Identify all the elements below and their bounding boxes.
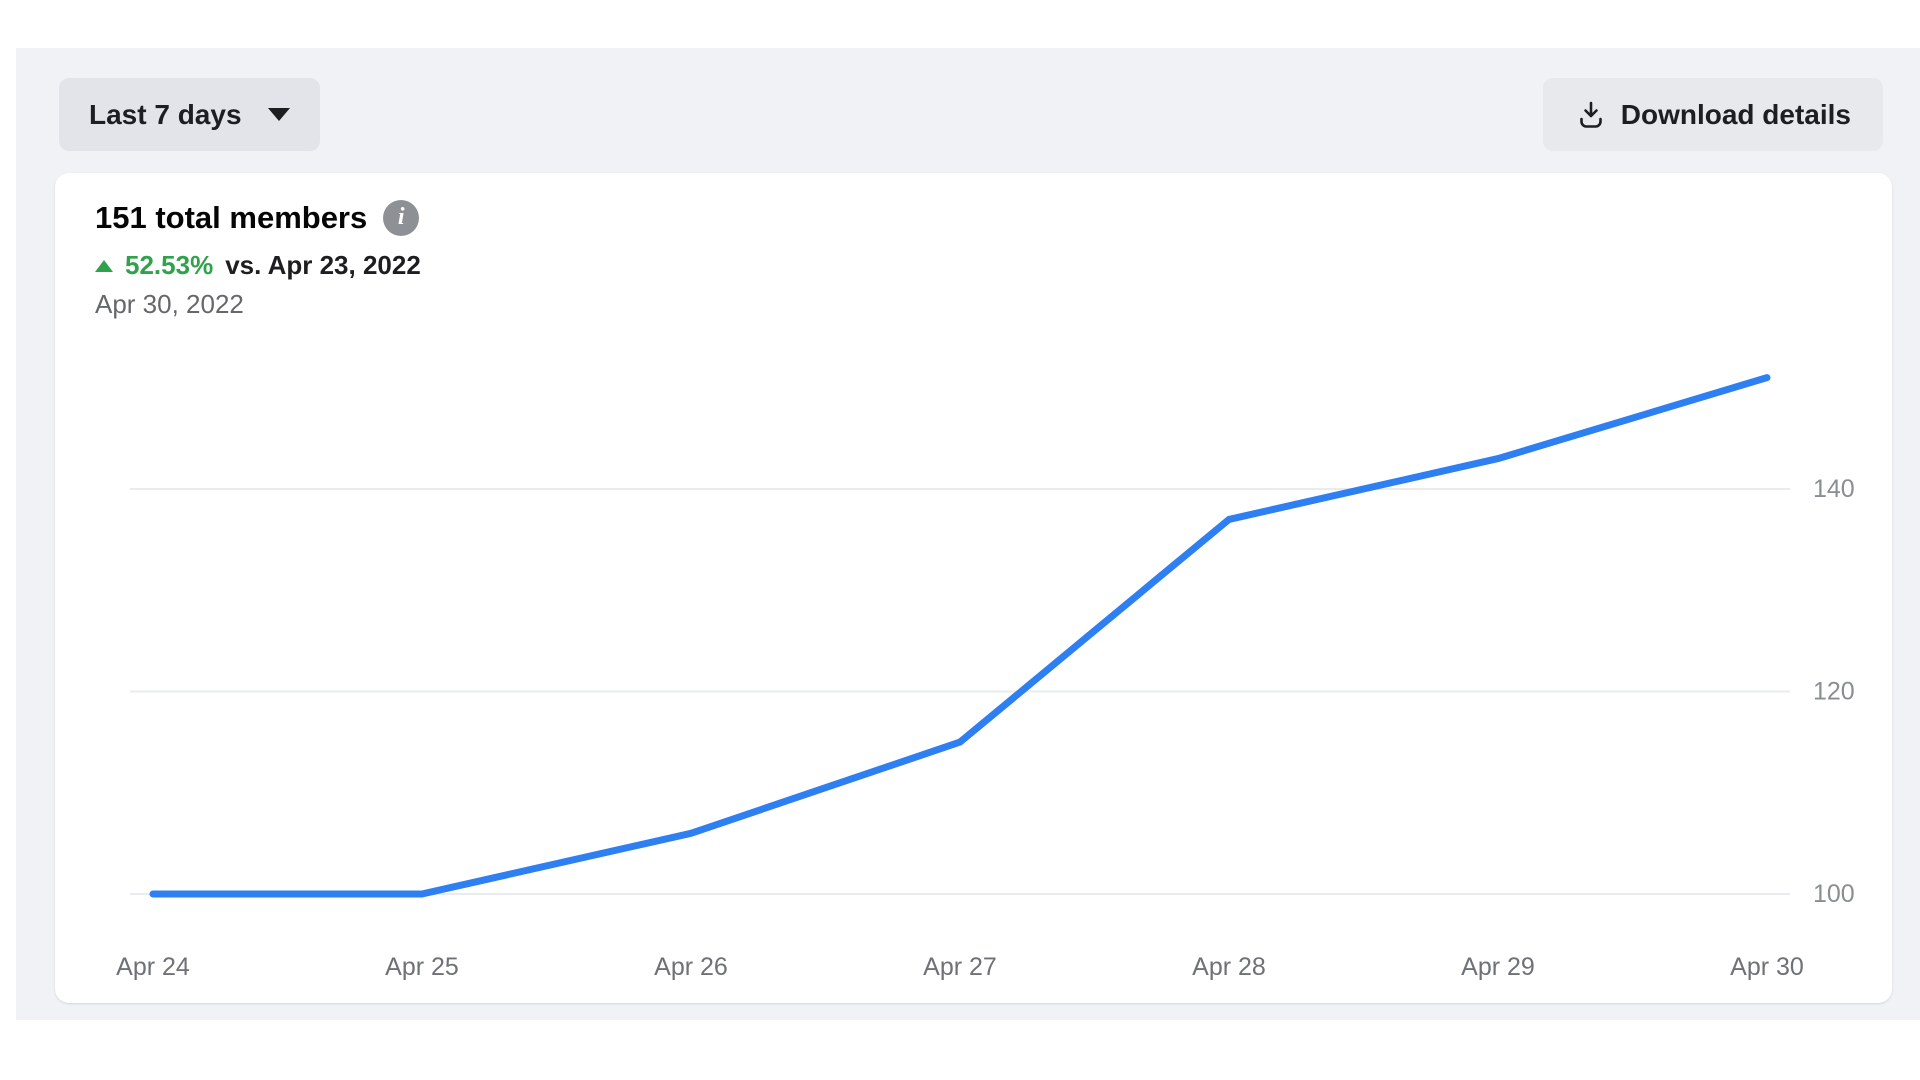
chevron-down-icon <box>267 108 290 121</box>
download-details-button[interactable]: Download details <box>1542 78 1883 151</box>
card-title: 151 total members <box>95 200 368 235</box>
members-line-chart: 100 120 140 Apr 24 Apr 25 Apr 26 Apr 27 Apr 28 A… <box>116 374 1855 981</box>
download-icon <box>1575 99 1607 131</box>
info-icon[interactable]: i <box>383 199 420 236</box>
total-members-card: 151 total members i 52.53% vs. Apr 23, 2… <box>55 173 1892 1003</box>
change-percent: 52.53% <box>125 250 214 280</box>
trend-line <box>149 374 1771 898</box>
change-comparison: vs. Apr 23, 2022 <box>225 250 421 280</box>
x-tick-label: Apr 26 <box>654 953 728 981</box>
y-tick-label: 100 <box>1813 880 1855 908</box>
x-tick-label: Apr 30 <box>1730 953 1804 981</box>
date-range-label: Last 7 days <box>89 98 242 130</box>
analytics-panel: Last 7 days Download details 151 total m… <box>16 48 1920 1020</box>
x-tick-label: Apr 28 <box>1192 953 1266 981</box>
date-range-dropdown[interactable]: Last 7 days <box>59 78 320 151</box>
change-row: 52.53% vs. Apr 23, 2022 <box>95 250 421 281</box>
trend-up-icon <box>95 259 113 272</box>
y-tick-label: 120 <box>1813 678 1855 706</box>
y-tick-label: 140 <box>1813 475 1855 503</box>
current-date-label: Apr 30, 2022 <box>95 289 244 319</box>
card-header: 151 total members i 52.53% vs. Apr 23, 2… <box>95 199 421 320</box>
download-label: Download details <box>1620 98 1851 130</box>
x-tick-label: Apr 27 <box>923 953 997 981</box>
x-tick-label: Apr 29 <box>1461 953 1535 981</box>
x-tick-label: Apr 24 <box>116 953 190 981</box>
x-tick-label: Apr 25 <box>385 953 459 981</box>
